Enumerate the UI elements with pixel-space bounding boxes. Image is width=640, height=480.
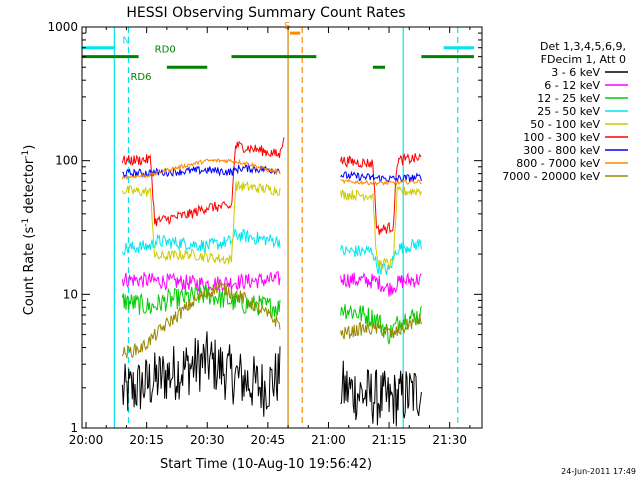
legend-label-5: 100 - 300 keV — [523, 131, 600, 144]
series-line-3-1 — [340, 238, 422, 276]
legend-label-0: 3 - 6 keV — [551, 66, 600, 79]
series-line-5-0 — [121, 137, 285, 227]
legend-label-1: 6 - 12 keV — [544, 79, 600, 92]
legend-label-7: 800 - 7000 keV — [516, 157, 600, 170]
series-line-0-1 — [340, 360, 422, 427]
legend-label-3: 25 - 50 keV — [537, 105, 600, 118]
y-tick-label-1: 10 — [63, 287, 78, 301]
series-line-4-0 — [121, 180, 281, 265]
y-axis-label: Count Rate (s-1 detector-1) — [21, 145, 37, 316]
legend-header-1: FDecim 1, Att 0 — [541, 53, 626, 66]
y-tick-label-2: 100 — [55, 154, 78, 168]
legend: Det 1,3,4,5,6,9,FDecim 1, Att 03 - 6 keV… — [502, 40, 628, 183]
y-tick-label-3: 1000 — [47, 20, 78, 34]
series-line-8-1 — [340, 313, 422, 340]
series-line-6-1 — [340, 170, 422, 183]
y-tick-label-0: 1 — [70, 421, 78, 435]
series-line-7-1 — [340, 178, 422, 187]
x-axis-label: Start Time (10-Aug-10 19:56:42) — [160, 457, 372, 472]
series-line-1-0 — [121, 271, 281, 293]
legend-label-2: 12 - 25 keV — [537, 92, 600, 105]
series-line-7-0 — [121, 158, 281, 181]
x-tick-label-6: 21:30 — [432, 433, 467, 447]
series-line-4-1 — [340, 185, 422, 270]
series-line-8-0 — [121, 282, 281, 359]
x-tick-label-5: 21:15 — [372, 433, 407, 447]
series-line-6-0 — [122, 162, 281, 178]
x-tick-label-2: 20:30 — [190, 433, 225, 447]
legend-header-0: Det 1,3,4,5,6,9, — [540, 40, 626, 53]
series-line-0-0 — [121, 331, 281, 417]
footer-date: 24-Jun-2011 17:49 — [561, 467, 636, 476]
x-tick-label-0: 20:00 — [69, 433, 104, 447]
series-line-5-1 — [340, 152, 422, 236]
legend-label-6: 300 - 800 keV — [523, 144, 600, 157]
flag-label-rd0: RD0 — [155, 45, 176, 56]
x-tick-label-4: 21:00 — [311, 433, 346, 447]
plot-frame — [81, 26, 483, 429]
x-tick-label-3: 20:45 — [251, 433, 286, 447]
chart-title: HESSI Observing Summary Count Rates — [126, 5, 405, 21]
legend-label-4: 50 - 100 keV — [530, 118, 600, 131]
series-line-2-0 — [121, 284, 281, 318]
series-line-1-1 — [340, 271, 422, 297]
series-line-3-0 — [121, 227, 281, 256]
legend-label-8: 7000 - 20000 keV — [502, 170, 600, 183]
flag-label-n: N — [122, 36, 129, 47]
x-tick-label-1: 20:15 — [129, 433, 164, 447]
flag-label-rd6: RD6 — [130, 72, 151, 83]
